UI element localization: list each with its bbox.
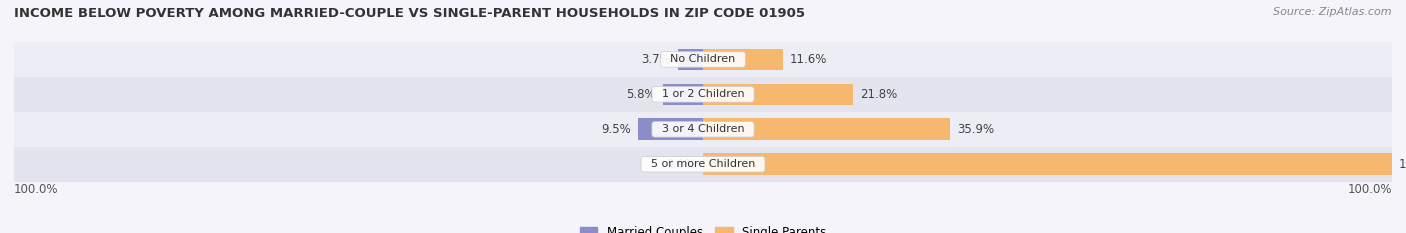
Text: 21.8%: 21.8%: [860, 88, 897, 101]
Text: 100.0%: 100.0%: [1347, 184, 1392, 196]
Bar: [14, 42, 1392, 77]
Text: 100.0%: 100.0%: [1399, 158, 1406, 171]
Text: 100.0%: 100.0%: [14, 184, 59, 196]
Legend: Married Couples, Single Parents: Married Couples, Single Parents: [579, 226, 827, 233]
Bar: [664, 84, 703, 105]
Text: 9.5%: 9.5%: [600, 123, 631, 136]
Text: 5 or more Children: 5 or more Children: [644, 159, 762, 169]
Text: 3 or 4 Children: 3 or 4 Children: [655, 124, 751, 134]
Text: INCOME BELOW POVERTY AMONG MARRIED-COUPLE VS SINGLE-PARENT HOUSEHOLDS IN ZIP COD: INCOME BELOW POVERTY AMONG MARRIED-COUPL…: [14, 7, 806, 20]
Text: 35.9%: 35.9%: [957, 123, 994, 136]
Bar: [14, 147, 1392, 182]
Text: 5.8%: 5.8%: [627, 88, 657, 101]
Bar: [678, 49, 703, 70]
Bar: [14, 77, 1392, 112]
Bar: [703, 154, 1392, 175]
Text: 3.7%: 3.7%: [641, 53, 671, 66]
Text: No Children: No Children: [664, 55, 742, 64]
Bar: [703, 49, 783, 70]
Bar: [637, 118, 703, 140]
Bar: [703, 118, 950, 140]
Bar: [14, 112, 1392, 147]
Text: 0.0%: 0.0%: [666, 158, 696, 171]
Text: Source: ZipAtlas.com: Source: ZipAtlas.com: [1274, 7, 1392, 17]
Text: 1 or 2 Children: 1 or 2 Children: [655, 89, 751, 99]
Text: 11.6%: 11.6%: [790, 53, 827, 66]
Bar: [703, 84, 853, 105]
